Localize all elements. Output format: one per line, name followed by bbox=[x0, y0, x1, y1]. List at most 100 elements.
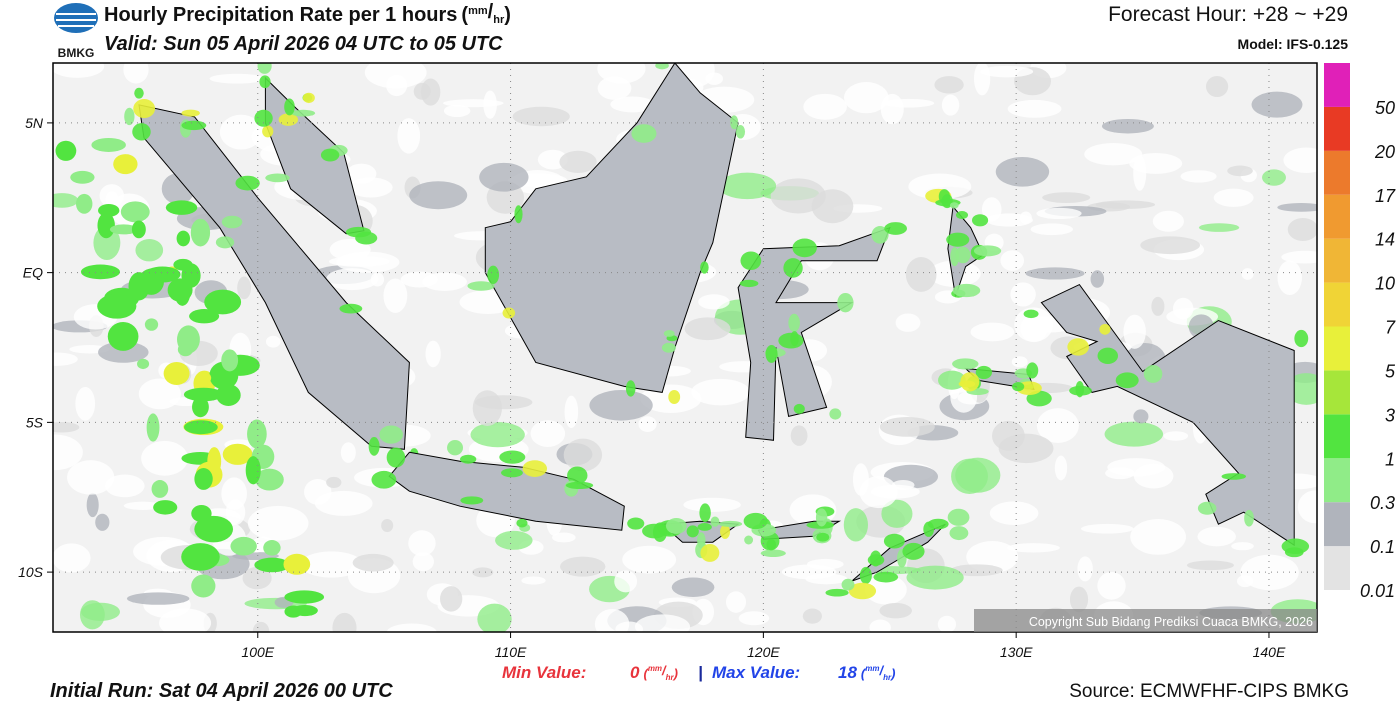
title: Hourly Precipitation Rate per 1 hours (mm… bbox=[104, 1, 511, 26]
rain-cell bbox=[522, 460, 548, 477]
unit-den: hr bbox=[666, 673, 675, 682]
rain-cell bbox=[663, 330, 675, 337]
colorbar-label: 0.01 bbox=[1360, 581, 1395, 601]
rain-band bbox=[263, 539, 281, 556]
rain-band bbox=[216, 384, 241, 406]
unit-slash: / bbox=[488, 1, 494, 23]
rain-cell bbox=[739, 279, 759, 288]
unit-num: mm bbox=[648, 664, 662, 673]
rain-cell bbox=[665, 518, 687, 534]
colorbar-box bbox=[1324, 150, 1350, 195]
rain-texture bbox=[105, 191, 119, 208]
rain-texture bbox=[1241, 268, 1254, 280]
rain-band bbox=[131, 220, 146, 239]
colorbar-box bbox=[1324, 414, 1350, 459]
rain-texture bbox=[882, 98, 935, 108]
rain-texture bbox=[265, 335, 281, 348]
rain-cell bbox=[371, 470, 397, 489]
rain-cell bbox=[1115, 372, 1139, 389]
rain-texture bbox=[864, 574, 907, 605]
rain-cell bbox=[565, 481, 594, 490]
rain-band bbox=[163, 362, 190, 385]
rain-band bbox=[221, 349, 239, 372]
rain-texture bbox=[1069, 586, 1089, 613]
rain-texture bbox=[304, 479, 332, 505]
colorbar-label: 5 bbox=[1385, 361, 1396, 381]
rain-texture bbox=[951, 458, 988, 495]
rain-band bbox=[75, 193, 93, 214]
rain-texture bbox=[1123, 314, 1146, 349]
unit-den: hr bbox=[883, 673, 892, 682]
max-value: 18 bbox=[838, 663, 857, 682]
rain-cell bbox=[949, 202, 959, 209]
rain-texture bbox=[386, 623, 437, 632]
rain-texture bbox=[138, 378, 181, 410]
rain-band bbox=[153, 500, 178, 515]
rain-cell bbox=[744, 535, 754, 545]
rain-band bbox=[80, 264, 120, 280]
rain-texture bbox=[81, 602, 121, 621]
rain-cell bbox=[487, 265, 500, 285]
rain-texture bbox=[610, 96, 655, 113]
rain-cell bbox=[460, 496, 484, 505]
rain-band bbox=[207, 447, 222, 476]
rain-texture bbox=[346, 163, 377, 184]
rain-cell bbox=[735, 125, 746, 139]
colorbar-label: 10 bbox=[1375, 274, 1395, 294]
rain-cell bbox=[514, 205, 523, 224]
rain-cell bbox=[873, 571, 899, 583]
rain-cell bbox=[923, 521, 935, 537]
rain-texture bbox=[1030, 223, 1074, 236]
rain-texture bbox=[989, 501, 1039, 526]
rain-cell bbox=[710, 516, 720, 527]
rain-texture bbox=[1151, 296, 1165, 316]
colorbar-label: 20 bbox=[1374, 142, 1395, 162]
rain-cell bbox=[124, 107, 135, 126]
rain-texture bbox=[1133, 409, 1149, 424]
rain-texture bbox=[512, 106, 570, 127]
rain-texture bbox=[53, 422, 80, 433]
lon-tick-label: 100E bbox=[241, 644, 274, 660]
rain-band bbox=[191, 574, 216, 598]
rain-cell bbox=[792, 238, 817, 258]
rain-texture bbox=[53, 543, 91, 573]
rain-texture bbox=[1262, 169, 1286, 186]
rain-cell bbox=[181, 109, 200, 117]
rain-cell bbox=[947, 508, 970, 526]
rain-texture bbox=[408, 530, 436, 557]
min-value: 0 bbox=[630, 663, 640, 682]
rain-band bbox=[283, 553, 311, 575]
rain-texture bbox=[1084, 143, 1143, 166]
unit-close: ) bbox=[504, 4, 511, 26]
rain-cell bbox=[625, 380, 636, 397]
rain-texture bbox=[1010, 282, 1036, 307]
rain-band bbox=[120, 201, 150, 223]
rain-texture bbox=[805, 573, 848, 585]
rain-texture bbox=[684, 317, 731, 341]
rain-cell bbox=[502, 307, 516, 319]
rain-texture bbox=[1277, 260, 1302, 296]
rain-texture bbox=[950, 564, 1003, 577]
stats: Min Value: 0 (mm/hr) | Max Value: 18 (mm/hr) bbox=[502, 663, 895, 682]
rain-texture bbox=[425, 340, 441, 368]
rain-cell bbox=[718, 520, 743, 527]
rain-cell bbox=[368, 436, 380, 456]
rain-cell bbox=[973, 245, 1002, 257]
unit-close: ) bbox=[672, 666, 678, 681]
rain-cell bbox=[339, 303, 363, 314]
rain-cell bbox=[829, 408, 842, 420]
rain-texture bbox=[937, 615, 957, 632]
unit-open: ( bbox=[861, 666, 867, 681]
rain-texture bbox=[1198, 223, 1240, 232]
rain-band bbox=[183, 387, 224, 402]
rain-texture bbox=[1077, 556, 1093, 582]
rain-texture bbox=[615, 621, 644, 632]
rain-texture bbox=[135, 238, 164, 262]
rain-texture bbox=[67, 460, 115, 495]
rain-cell bbox=[661, 342, 676, 353]
rain-cell bbox=[265, 173, 290, 183]
rain-texture bbox=[718, 172, 777, 200]
rain-band bbox=[97, 212, 115, 239]
logo-lines bbox=[56, 13, 96, 27]
rain-band bbox=[189, 309, 220, 324]
